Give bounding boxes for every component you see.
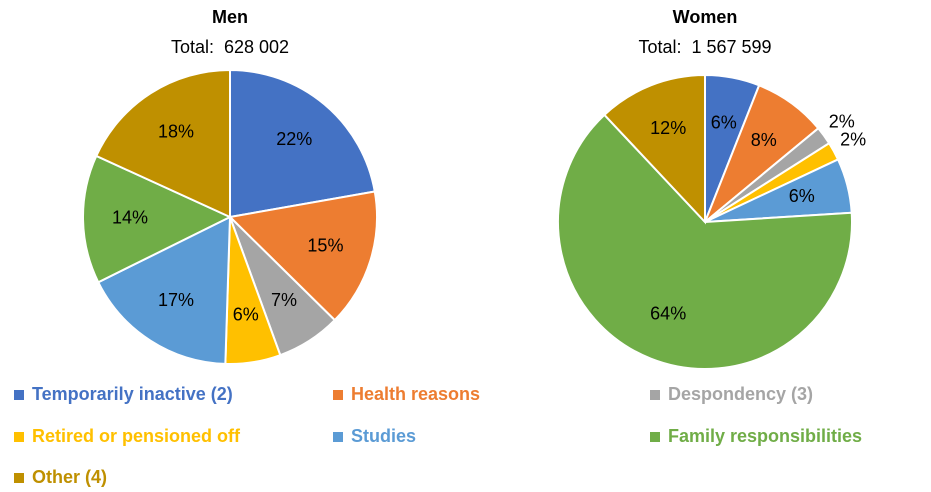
legend-swatch bbox=[650, 390, 660, 400]
data-label: 2% bbox=[840, 129, 866, 149]
data-label: 14% bbox=[112, 207, 148, 227]
data-label: 18% bbox=[158, 122, 194, 142]
legend-label: Despondency (3) bbox=[668, 384, 813, 404]
legend-label: Temporarily inactive (2) bbox=[32, 384, 233, 404]
data-label: 6% bbox=[789, 186, 815, 206]
data-label: 6% bbox=[233, 304, 259, 324]
data-label: 8% bbox=[751, 130, 777, 150]
data-label: 6% bbox=[711, 113, 737, 133]
data-label: 7% bbox=[271, 290, 297, 310]
data-label: 2% bbox=[829, 111, 855, 131]
legend-label: Studies bbox=[351, 426, 416, 446]
legend-label: Health reasons bbox=[351, 384, 480, 404]
legend-label: Family responsibilities bbox=[668, 426, 862, 446]
pie-slice bbox=[94, 68, 231, 219]
legend-swatch bbox=[650, 432, 660, 442]
pie-slice bbox=[227, 190, 378, 322]
legend-label: Other (4) bbox=[32, 467, 107, 487]
chart-title: Women bbox=[673, 7, 738, 27]
legend-swatch bbox=[14, 390, 24, 400]
data-label: 64% bbox=[650, 304, 686, 324]
pie-slice bbox=[82, 154, 233, 284]
data-label: 17% bbox=[158, 290, 194, 310]
chart-subtitle: Total: 628 002 bbox=[171, 37, 289, 57]
legend-swatch bbox=[333, 390, 343, 400]
legend-swatch bbox=[333, 432, 343, 442]
chart-title: Men bbox=[212, 7, 248, 27]
data-label: 22% bbox=[276, 129, 312, 149]
pie-slice bbox=[229, 68, 376, 219]
legend-label: Retired or pensioned off bbox=[32, 426, 241, 446]
pie-slice bbox=[96, 215, 232, 365]
chart-subtitle: Total: 1 567 599 bbox=[638, 37, 771, 57]
pie-slice bbox=[602, 73, 706, 225]
legend-swatch bbox=[14, 473, 24, 483]
pie-slice bbox=[557, 113, 853, 370]
data-label: 15% bbox=[307, 235, 343, 255]
data-label: 12% bbox=[650, 118, 686, 138]
legend-swatch bbox=[14, 432, 24, 442]
